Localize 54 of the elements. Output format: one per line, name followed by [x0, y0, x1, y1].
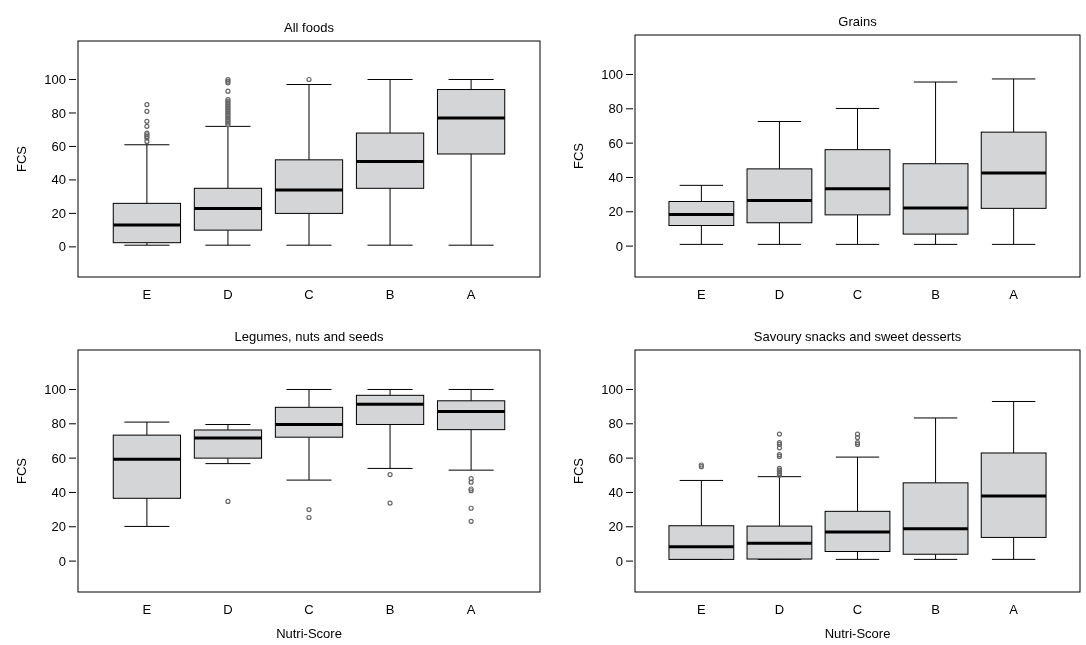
y-axis-title: FCS [14, 145, 29, 172]
y-tick-label: 40 [608, 170, 623, 185]
y-tick-label: 0 [615, 553, 623, 569]
y-tick-label: 100 [601, 67, 623, 83]
x-tick-label: C [304, 602, 314, 617]
chart-title: All foods [284, 20, 335, 35]
x-tick-label: B [385, 602, 395, 617]
x-tick-label: E [697, 287, 707, 302]
x-tick-label: C [852, 602, 863, 617]
y-tick-label: 0 [58, 239, 66, 255]
y-tick-label: 60 [51, 450, 66, 466]
x-tick-label: B [931, 602, 940, 617]
x-tick-label: D [223, 602, 233, 617]
y-tick-label: 80 [51, 416, 66, 432]
y-axis-title: FCS [571, 457, 586, 484]
y-tick-label: 20 [608, 519, 623, 535]
chart-title: Grains [838, 14, 878, 29]
y-tick-label: 0 [615, 238, 623, 254]
x-tick-label: E [142, 602, 152, 617]
y-tick-label: 80 [608, 101, 623, 117]
x-tick-label: D [774, 602, 785, 617]
y-tick-label: 20 [51, 519, 66, 535]
x-tick-label: A [1009, 602, 1019, 617]
x-tick-label: E [697, 602, 707, 617]
y-tick-label: 40 [608, 485, 623, 500]
y-tick-label: 60 [51, 139, 66, 154]
x-tick-label: D [223, 287, 233, 302]
x-tick-label: C [852, 287, 863, 302]
y-tick-label: 20 [608, 204, 623, 220]
y-axis-title: FCS [14, 457, 29, 484]
chart-title: Savoury snacks and sweet desserts [753, 329, 962, 344]
y-tick-label: 100 [44, 72, 66, 88]
chart-title: Legumes, nuts and seeds [234, 329, 384, 344]
y-tick-label: 60 [608, 135, 623, 151]
x-tick-label: A [466, 602, 476, 617]
y-tick-label: 40 [51, 172, 66, 188]
x-tick-label: A [1009, 287, 1019, 302]
y-axis-title: FCS [571, 142, 586, 169]
y-tick-label: 60 [608, 450, 623, 466]
x-tick-label: B [931, 287, 940, 302]
y-tick-label: 100 [601, 382, 623, 398]
x-tick-label: A [466, 287, 476, 302]
x-axis-title: Nutri-Score [824, 626, 891, 641]
x-tick-label: E [142, 287, 152, 302]
x-tick-label: D [774, 287, 785, 302]
y-tick-label: 80 [608, 416, 623, 432]
y-tick-label: 40 [51, 485, 66, 500]
x-tick-label: C [304, 287, 314, 302]
y-tick-label: 20 [51, 205, 66, 221]
y-tick-label: 80 [51, 105, 66, 121]
y-tick-label: 0 [58, 553, 66, 569]
y-tick-label: 100 [44, 382, 66, 398]
x-tick-label: B [385, 287, 395, 302]
x-axis-title: Nutri-Score [276, 626, 342, 641]
